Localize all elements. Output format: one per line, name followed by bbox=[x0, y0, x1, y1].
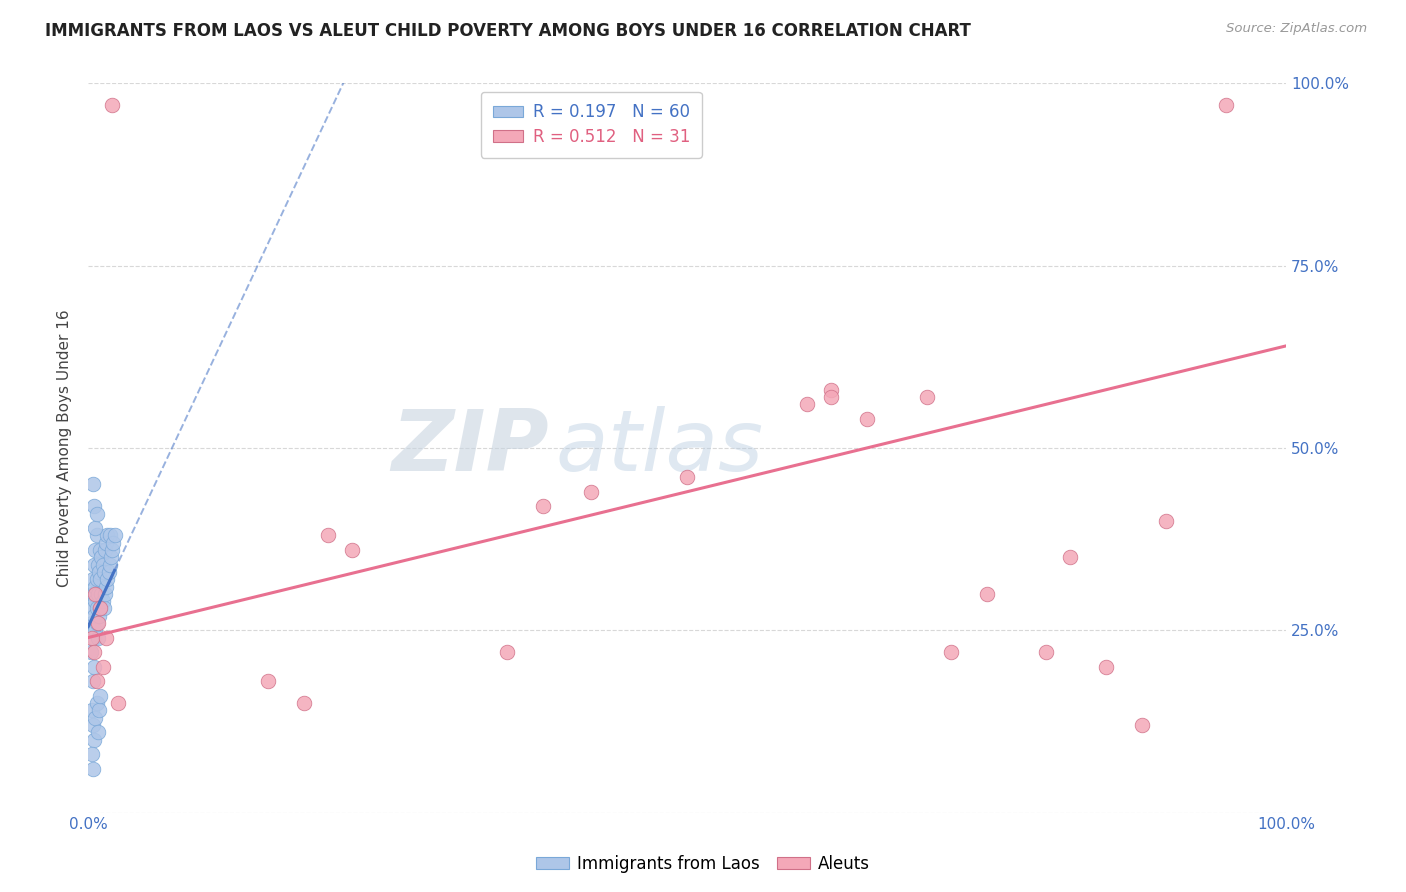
Point bbox=[820, 390, 842, 404]
Point bbox=[83, 645, 105, 659]
Point bbox=[101, 98, 124, 112]
Point bbox=[86, 674, 108, 689]
Point bbox=[87, 558, 110, 572]
Point bbox=[820, 383, 842, 397]
Text: ZIP: ZIP bbox=[392, 407, 550, 490]
Point bbox=[80, 587, 103, 601]
Point bbox=[581, 484, 603, 499]
Point bbox=[97, 565, 120, 579]
Point bbox=[84, 711, 107, 725]
Point bbox=[976, 587, 998, 601]
Point bbox=[84, 521, 107, 535]
Point bbox=[83, 558, 105, 572]
Point bbox=[86, 601, 108, 615]
Point bbox=[1130, 718, 1153, 732]
Point bbox=[98, 528, 121, 542]
Legend: Immigrants from Laos, Aleuts: Immigrants from Laos, Aleuts bbox=[529, 848, 877, 880]
Point bbox=[94, 631, 117, 645]
Point bbox=[915, 390, 938, 404]
Point bbox=[80, 631, 103, 645]
Point bbox=[90, 550, 112, 565]
Point bbox=[87, 615, 110, 630]
Point bbox=[82, 674, 104, 689]
Point bbox=[89, 601, 111, 615]
Point bbox=[96, 572, 118, 586]
Point bbox=[89, 601, 111, 615]
Point bbox=[94, 543, 117, 558]
Point bbox=[316, 528, 339, 542]
Point bbox=[94, 587, 117, 601]
Point bbox=[1215, 98, 1237, 112]
Point bbox=[90, 587, 112, 601]
Point bbox=[292, 696, 315, 710]
Point bbox=[83, 732, 105, 747]
Legend: R = 0.197   N = 60, R = 0.512   N = 31: R = 0.197 N = 60, R = 0.512 N = 31 bbox=[481, 92, 702, 158]
Y-axis label: Child Poverty Among Boys Under 16: Child Poverty Among Boys Under 16 bbox=[58, 310, 72, 587]
Text: IMMIGRANTS FROM LAOS VS ALEUT CHILD POVERTY AMONG BOYS UNDER 16 CORRELATION CHAR: IMMIGRANTS FROM LAOS VS ALEUT CHILD POVE… bbox=[45, 22, 972, 40]
Point bbox=[93, 601, 115, 615]
Point bbox=[89, 572, 111, 586]
Point bbox=[80, 703, 103, 717]
Point bbox=[84, 580, 107, 594]
Point bbox=[82, 718, 104, 732]
Point bbox=[256, 674, 278, 689]
Point bbox=[796, 397, 818, 411]
Point bbox=[1059, 550, 1081, 565]
Point bbox=[676, 470, 699, 484]
Point bbox=[98, 558, 121, 572]
Point bbox=[496, 645, 519, 659]
Point bbox=[855, 412, 877, 426]
Text: atlas: atlas bbox=[555, 407, 763, 490]
Point bbox=[84, 594, 107, 608]
Point bbox=[340, 543, 363, 558]
Point bbox=[80, 747, 103, 762]
Point bbox=[93, 565, 115, 579]
Point bbox=[103, 535, 125, 549]
Point bbox=[101, 543, 124, 558]
Point bbox=[1035, 645, 1057, 659]
Point bbox=[84, 543, 107, 558]
Point bbox=[94, 580, 117, 594]
Point bbox=[91, 594, 114, 608]
Point bbox=[939, 645, 962, 659]
Point bbox=[83, 608, 105, 623]
Point bbox=[91, 659, 114, 673]
Point bbox=[86, 507, 108, 521]
Point bbox=[87, 631, 110, 645]
Point bbox=[82, 477, 104, 491]
Point bbox=[86, 615, 108, 630]
Point bbox=[82, 601, 104, 615]
Point bbox=[103, 528, 125, 542]
Point bbox=[91, 558, 114, 572]
Point bbox=[82, 762, 104, 776]
Point bbox=[1095, 659, 1118, 673]
Point bbox=[94, 535, 117, 549]
Point bbox=[87, 725, 110, 739]
Point bbox=[83, 659, 105, 673]
Text: Source: ZipAtlas.com: Source: ZipAtlas.com bbox=[1226, 22, 1367, 36]
Point bbox=[1154, 514, 1177, 528]
Point bbox=[87, 703, 110, 717]
Point bbox=[87, 608, 110, 623]
Point bbox=[89, 543, 111, 558]
Point bbox=[83, 631, 105, 645]
Point bbox=[82, 572, 104, 586]
Point bbox=[86, 528, 108, 542]
Point bbox=[86, 696, 108, 710]
Point bbox=[83, 587, 105, 601]
Point bbox=[79, 645, 101, 659]
Point bbox=[531, 500, 554, 514]
Point bbox=[80, 615, 103, 630]
Point bbox=[83, 500, 105, 514]
Point bbox=[89, 689, 111, 703]
Point bbox=[84, 624, 107, 638]
Point bbox=[84, 587, 107, 601]
Point bbox=[87, 587, 110, 601]
Point bbox=[87, 565, 110, 579]
Point bbox=[96, 528, 118, 542]
Point bbox=[100, 550, 122, 565]
Point bbox=[86, 572, 108, 586]
Point bbox=[107, 696, 129, 710]
